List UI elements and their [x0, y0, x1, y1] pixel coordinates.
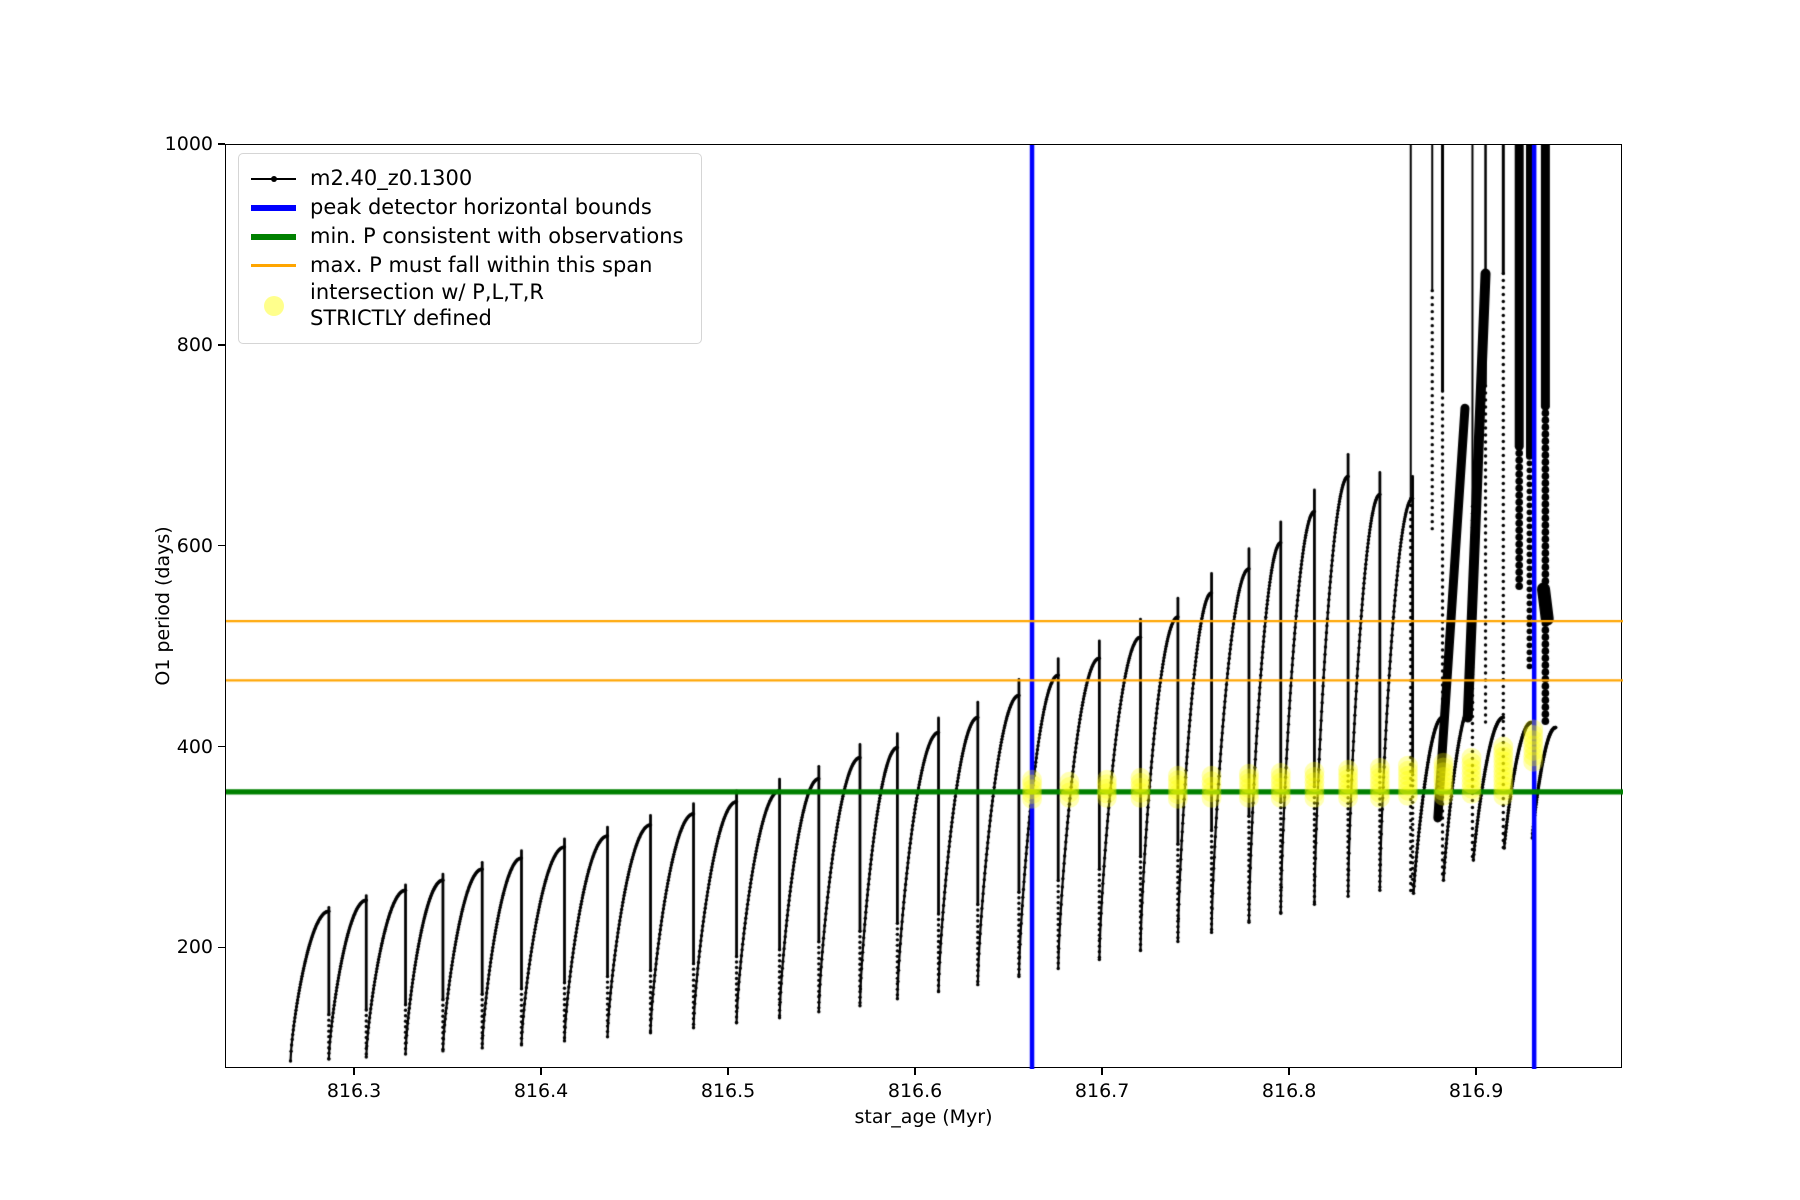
- y-tick-label: 800: [176, 333, 213, 356]
- intersection-marker-icon: [251, 295, 296, 316]
- x-tick-mark: [1288, 1068, 1290, 1075]
- legend-entry-min-p: min. P consistent with observations: [251, 222, 683, 251]
- x-tick-label: 816.3: [326, 1080, 382, 1102]
- x-tick-mark: [914, 1068, 916, 1075]
- x-tick-label: 816.9: [1448, 1080, 1504, 1102]
- x-tick-mark: [1475, 1068, 1477, 1075]
- series-line-swatch: [251, 175, 296, 182]
- legend-entry-series: m2.40_z0.1300: [251, 164, 683, 193]
- min-p-line-swatch: [251, 233, 296, 240]
- max-p-line-swatch: [251, 264, 296, 267]
- y-tick-mark: [218, 344, 225, 346]
- peak-bounds-line-swatch: [251, 204, 296, 211]
- legend-label-peak-bounds: peak detector horizontal bounds: [310, 194, 652, 219]
- x-tick-label: 816.5: [700, 1080, 756, 1102]
- y-tick-mark: [218, 143, 225, 145]
- y-tick-mark: [218, 946, 225, 949]
- x-tick-mark: [1101, 1068, 1103, 1075]
- legend-entry-intersection: intersection w/ P,L,T,R STRICTLY defined: [251, 280, 683, 331]
- y-tick-mark: [218, 745, 225, 748]
- x-tick-mark: [727, 1068, 729, 1075]
- x-axis-label: star_age (Myr): [854, 1106, 993, 1128]
- y-tick-label: 200: [176, 936, 213, 959]
- legend-label-series: m2.40_z0.1300: [310, 165, 473, 190]
- legend-entry-peak-bounds: peak detector horizontal bounds: [251, 193, 683, 222]
- legend-entry-max-p: max. P must fall within this span: [251, 251, 683, 280]
- legend: m2.40_z0.1300 peak detector horizontal b…: [238, 153, 703, 345]
- legend-label-min-p: min. P consistent with observations: [310, 223, 684, 248]
- y-tick-label: 400: [176, 735, 213, 758]
- x-tick-mark: [353, 1068, 355, 1075]
- x-tick-label: 816.4: [513, 1080, 569, 1102]
- legend-label-max-p: max. P must fall within this span: [310, 252, 653, 277]
- y-axis-label: O1 period (days): [152, 526, 174, 686]
- x-tick-label: 816.8: [1261, 1080, 1317, 1102]
- y-tick-mark: [218, 544, 225, 547]
- x-tick-mark: [540, 1068, 542, 1075]
- plot-area: m2.40_z0.1300 peak detector horizontal b…: [225, 144, 1623, 1069]
- y-tick-label: 1000: [164, 133, 213, 155]
- x-tick-label: 816.7: [1074, 1080, 1130, 1102]
- y-tick-label: 600: [176, 534, 213, 557]
- legend-label-intersection: intersection w/ P,L,T,R STRICTLY defined: [310, 280, 544, 330]
- x-tick-label: 816.6: [887, 1080, 943, 1102]
